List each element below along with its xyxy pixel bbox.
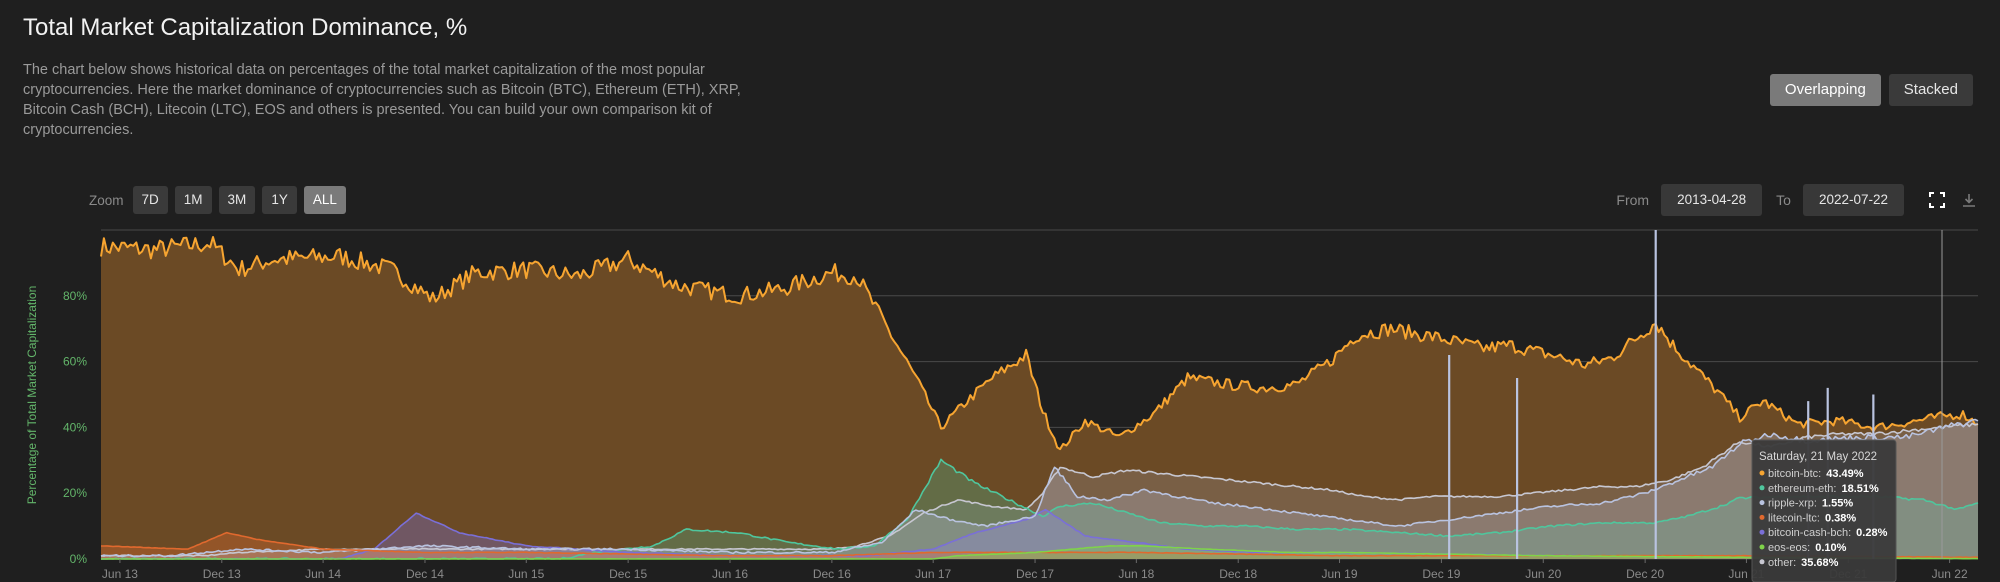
x-tick-label: Jun 18 [1118, 567, 1154, 581]
y-axis-ticks: 0% 20% 40% 60% 80% [63, 289, 87, 566]
tooltip: Saturday, 21 May 2022 bitcoin-btc: 43.49% e… [1751, 439, 1897, 582]
y-tick-label: 40% [63, 420, 87, 434]
fullscreen-icon[interactable] [1924, 187, 1950, 213]
tooltip-label: ripple-xrp: [1768, 498, 1817, 510]
x-tick-label: Jun 17 [915, 567, 951, 581]
x-tick-label: Jun 16 [712, 567, 748, 581]
tooltip-marker [1759, 485, 1765, 491]
zoom-3m-button[interactable]: 3M [218, 186, 256, 214]
tooltip-label: other: [1768, 557, 1796, 569]
tooltip-box [1751, 439, 1897, 582]
x-tick-label: Dec 16 [813, 567, 851, 581]
line-eos-eos [100, 545, 1979, 560]
area-ethereum-eth [101, 459, 1978, 559]
tooltip-value: 18.51% [1841, 483, 1879, 495]
tooltip-value: 0.10% [1815, 542, 1846, 554]
y-tick-label: 0% [70, 552, 88, 566]
area-bitcoin-btc [101, 237, 1978, 559]
tooltip-label: eos-eos: [1768, 542, 1810, 554]
zoom-1m-button[interactable]: 1M [174, 186, 212, 214]
line-ripple-xrp [100, 418, 1979, 558]
line-bitcoin-btc [100, 236, 1979, 451]
chart-mode-toggle: Overlapping Stacked [1769, 74, 1973, 106]
y-tick-label: 80% [63, 289, 87, 303]
zoom-label: Zoom [89, 192, 124, 208]
x-tick-label: Dec 17 [1016, 567, 1054, 581]
tooltip-value: 1.55% [1822, 498, 1853, 510]
x-tick-label: Dec 14 [406, 567, 444, 581]
tooltip-marker [1759, 500, 1765, 506]
tooltip-marker [1759, 544, 1765, 550]
zoom-7d-button[interactable]: 7D [132, 186, 168, 214]
tooltip-value: 43.49% [1826, 468, 1864, 480]
tooltip-label: bitcoin-btc: [1768, 468, 1821, 480]
x-tick-label: Jun 20 [1525, 567, 1561, 581]
tooltip-label: litecoin-ltc: [1768, 512, 1820, 524]
tooltip-date: Saturday, 21 May 2022 [1759, 451, 1877, 463]
tooltip-value: 0.38% [1825, 512, 1856, 524]
zoom-1y-button[interactable]: 1Y [262, 186, 297, 214]
area-ripple-xrp [101, 419, 1978, 559]
to-date-input[interactable]: 2022-07-22 [1802, 184, 1904, 216]
download-icon[interactable] [1956, 187, 1982, 213]
zoom-controls: Zoom 7D 1M 3M 1Y ALL [89, 186, 346, 214]
x-tick-label: Jun 13 [102, 567, 138, 581]
x-tick-label: Jun 19 [1322, 567, 1358, 581]
y-tick-label: 20% [63, 486, 87, 500]
y-tick-label: 60% [63, 355, 87, 369]
tooltip-value: 35.68% [1801, 557, 1839, 569]
area-other [101, 423, 1978, 559]
x-tick-label: Dec 20 [1626, 567, 1664, 581]
x-axis-ticks: Jun 13 Dec 13 Jun 14 Dec 14 Jun 15 Dec 15 Jun … [102, 559, 1968, 581]
overlapping-button[interactable]: Overlapping [1769, 74, 1881, 106]
tooltip-label: ethereum-eth: [1768, 483, 1836, 495]
x-tick-label: Jun 15 [508, 567, 544, 581]
to-label: To [1776, 192, 1791, 208]
x-tick-label: Dec 18 [1219, 567, 1257, 581]
zoom-all-button[interactable]: ALL [303, 186, 346, 214]
tooltip-label: bitcoin-cash-bch: [1768, 527, 1851, 539]
tooltip-marker [1759, 470, 1765, 476]
x-tick-label: Dec 13 [203, 567, 241, 581]
from-date-input[interactable]: 2013-04-28 [1661, 184, 1763, 216]
date-range: From 2013-04-28 To 2022-07-22 [1616, 184, 1982, 216]
stacked-button[interactable]: Stacked [1888, 74, 1973, 106]
series-lines [100, 236, 1979, 560]
x-tick-label: Dec 15 [609, 567, 647, 581]
tooltip-value: 0.28% [1856, 527, 1887, 539]
tooltip-marker [1759, 514, 1765, 520]
x-tick-label: Dec 19 [1422, 567, 1460, 581]
page-title: Total Market Capitalization Dominance, % [23, 14, 468, 41]
area-bitcoin-cash-bch [101, 509, 1978, 559]
line-other [100, 422, 1979, 558]
tooltip-marker [1759, 529, 1765, 535]
chart-description: The chart below shows historical data on… [23, 62, 741, 138]
x-tick-label: Jun 14 [305, 567, 341, 581]
tooltip-marker [1759, 559, 1765, 565]
x-tick-label: Jun 22 [1932, 567, 1968, 581]
y-axis-label: Percentage of Total Market Capitalizatio… [25, 286, 39, 505]
from-label: From [1616, 192, 1650, 208]
